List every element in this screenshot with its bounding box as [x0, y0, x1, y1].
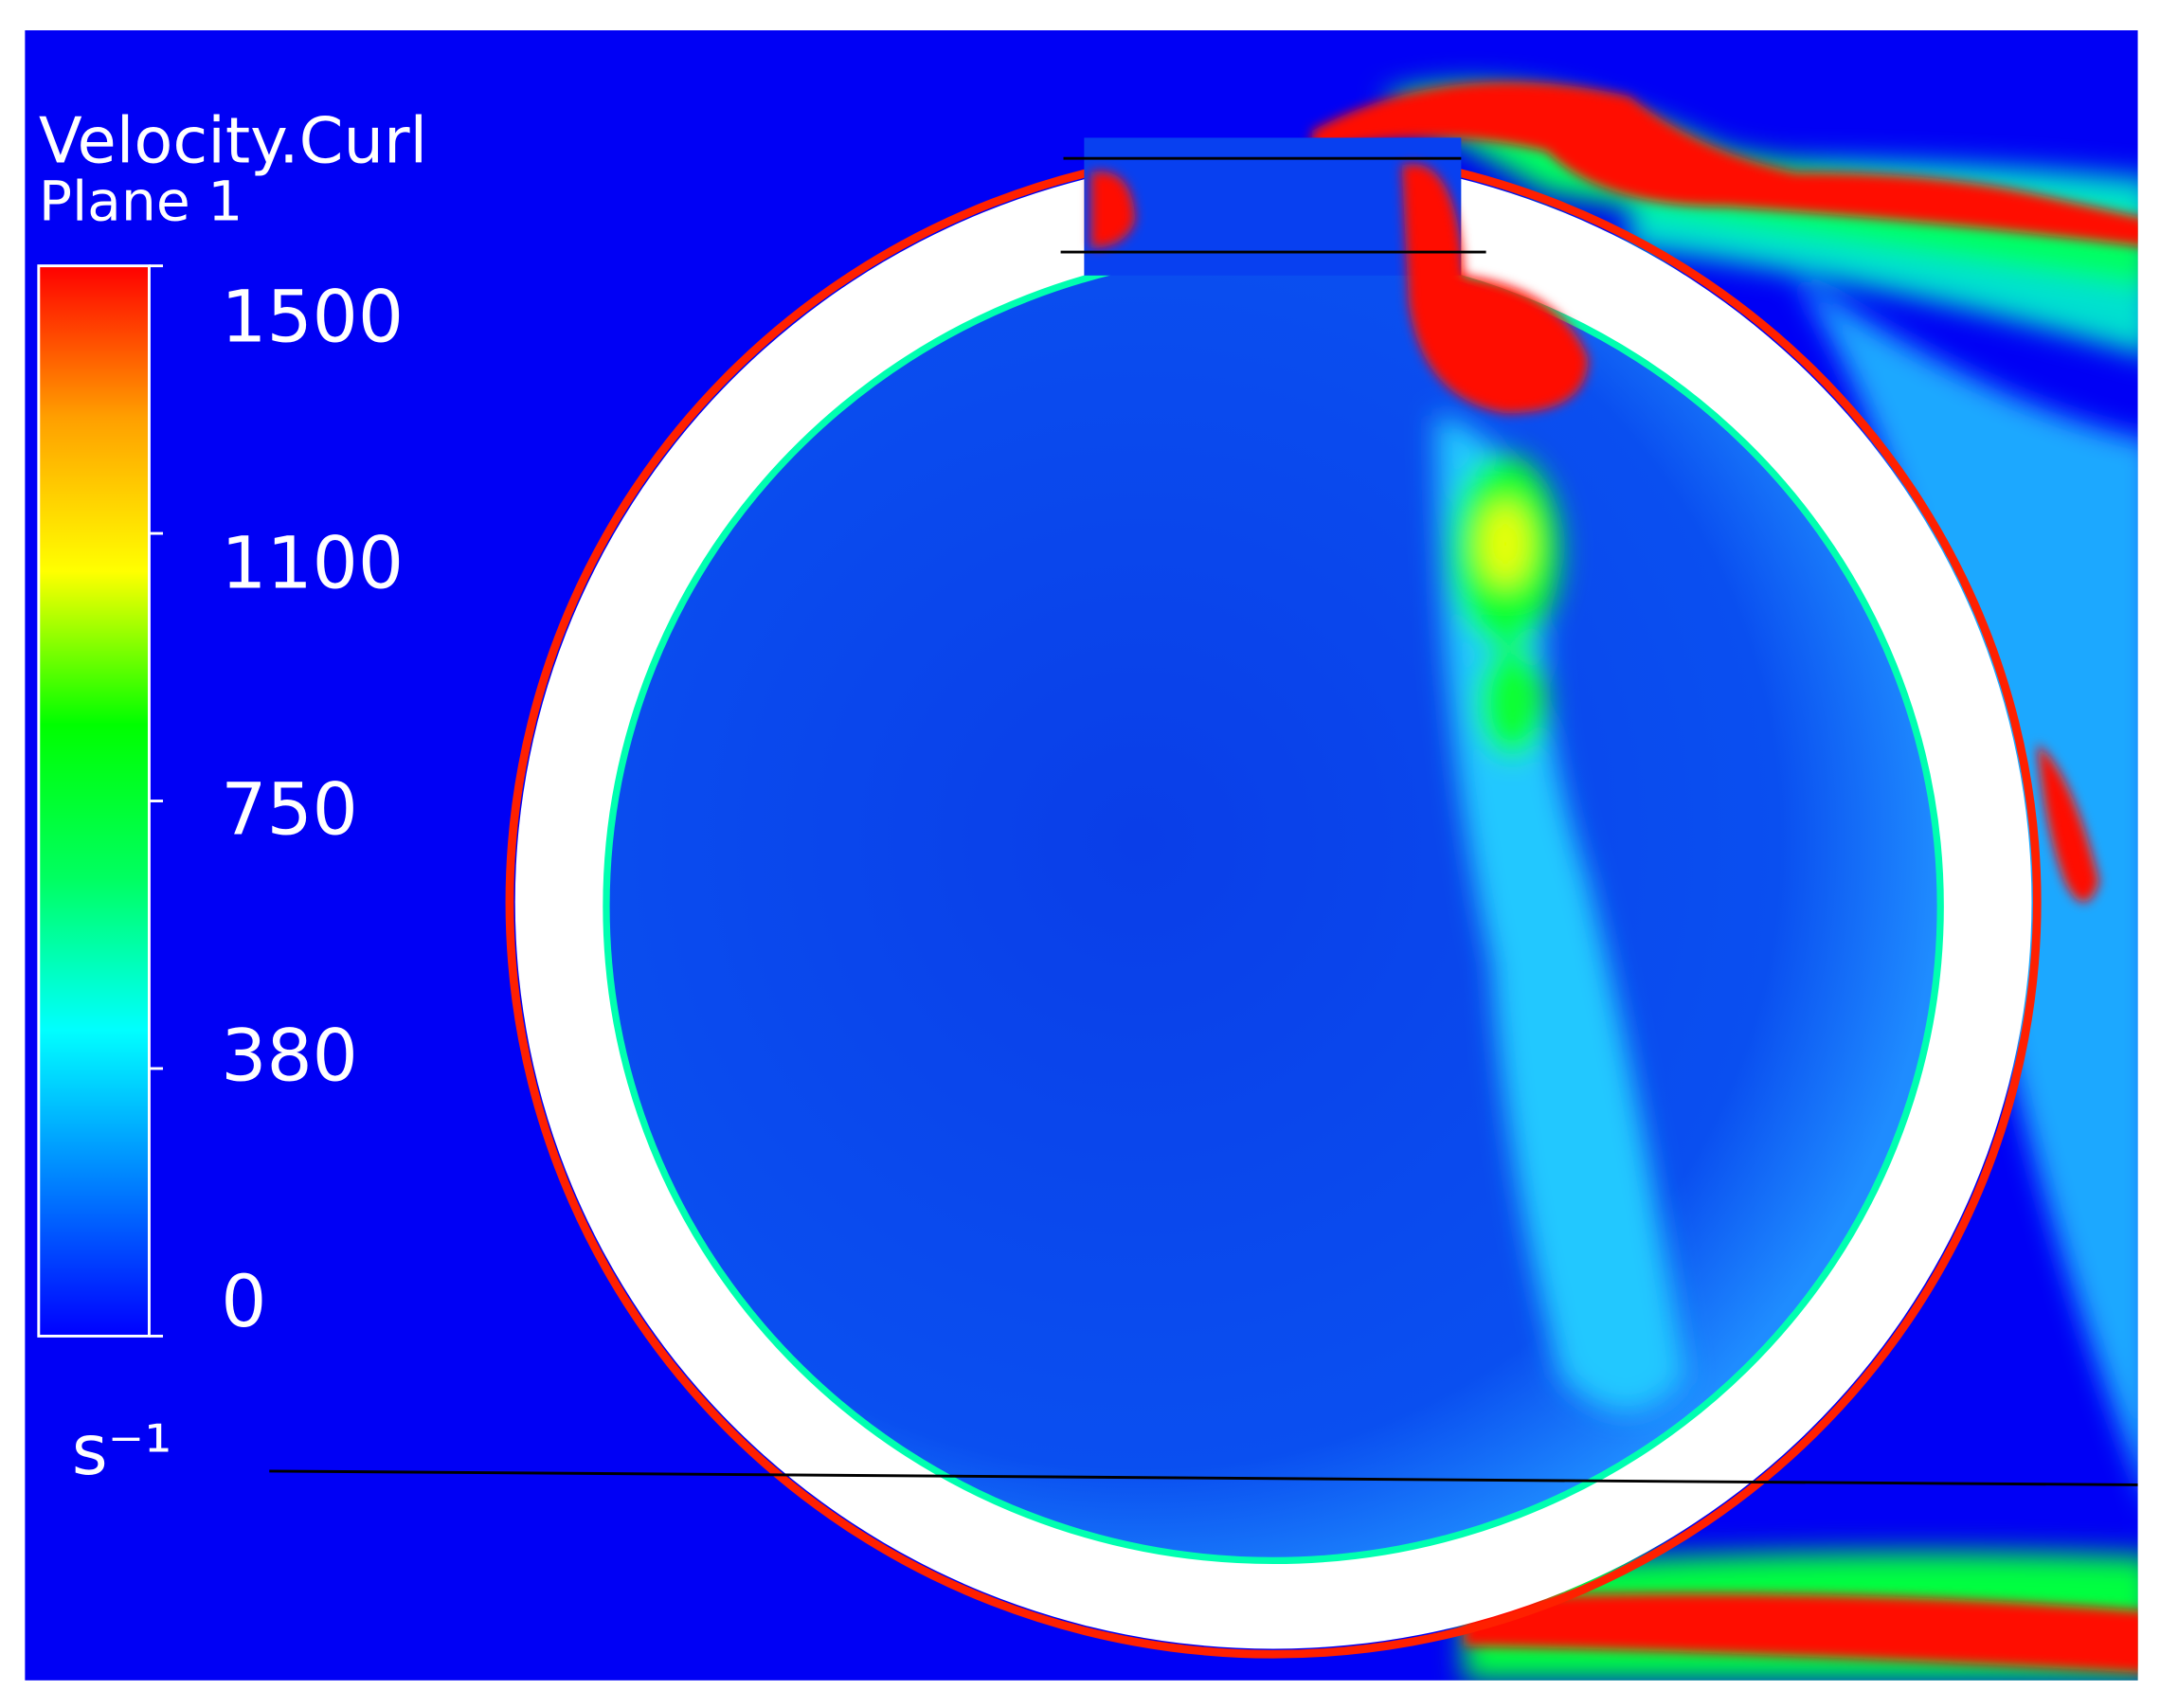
colorbar-tick-label: 0: [221, 1260, 266, 1343]
contour-field: [25, 29, 2138, 1681]
unit-label: s⁻¹: [72, 1411, 172, 1491]
title: Velocity.Curl: [39, 104, 427, 178]
colorbar-tick-label: 1100: [221, 522, 404, 605]
colorbar-tick-label: 1500: [221, 276, 404, 359]
subtitle: Plane 1: [39, 170, 243, 234]
colorbar-tick-label: 750: [221, 768, 358, 852]
colorbar-tick-label: 380: [221, 1014, 358, 1097]
colorbar: [37, 264, 151, 1338]
